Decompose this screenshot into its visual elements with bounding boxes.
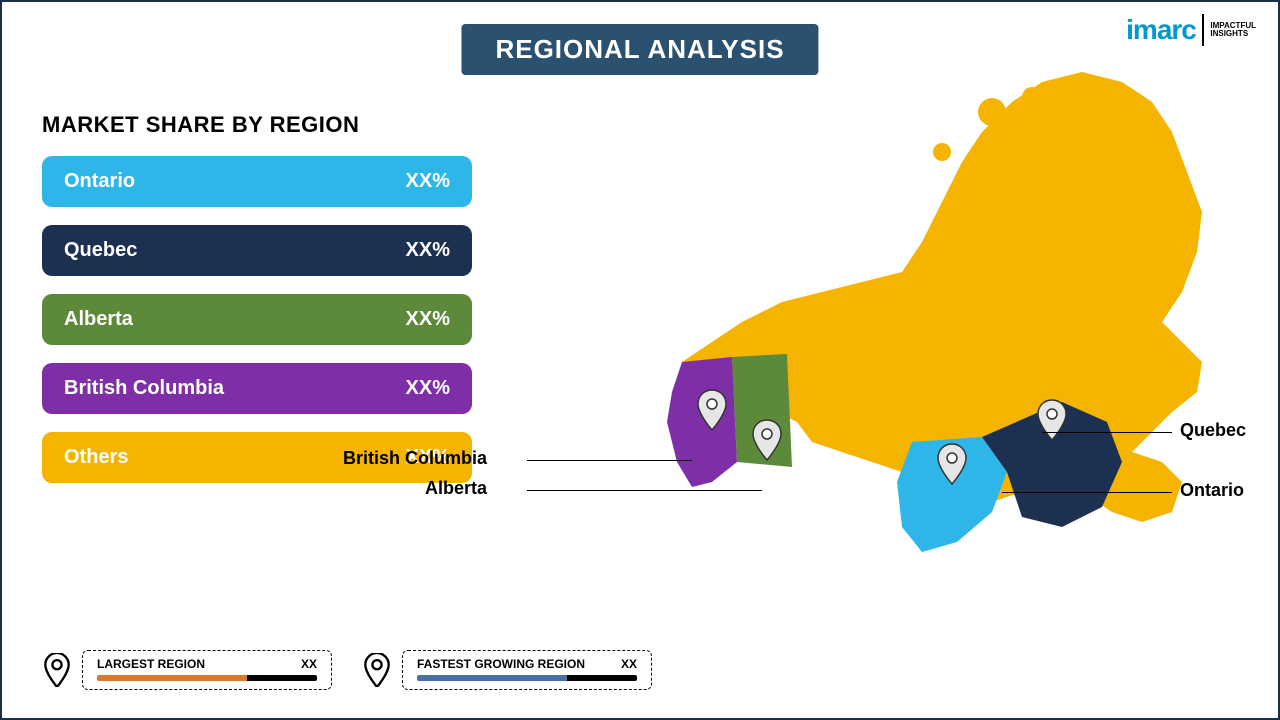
share-bar-ontario: Ontario XX% [42, 156, 472, 207]
share-bar-british-columbia: British Columbia XX% [42, 363, 472, 414]
bar-value: XX% [406, 377, 450, 400]
leader-line [1002, 492, 1172, 493]
panel-title: MARKET SHARE BY REGION [42, 112, 472, 138]
pin-icon [42, 650, 72, 690]
share-bar-alberta: Alberta XX% [42, 294, 472, 345]
map-region-bc [667, 357, 737, 487]
map-label-ab: Alberta [425, 478, 487, 499]
canada-map: British Columbia Alberta Quebec Ontario [562, 42, 1252, 622]
logo-tagline: IMPACTFULINSIGHTS [1210, 22, 1256, 39]
bar-value: XX% [406, 239, 450, 262]
map-label-qc: Quebec [1180, 420, 1246, 441]
bar-value: XX% [406, 308, 450, 331]
map-label-on: Ontario [1180, 480, 1244, 501]
indicator-value: XX [301, 657, 317, 671]
indicator-value: XX [621, 657, 637, 671]
indicator-label: LARGEST REGION [97, 657, 205, 671]
map-label-bc: British Columbia [343, 448, 487, 469]
indicator-label: FASTEST GROWING REGION [417, 657, 585, 671]
pin-icon [362, 650, 392, 690]
bar-label: Others [64, 446, 128, 469]
bar-label: Alberta [64, 308, 133, 331]
bar-label: Quebec [64, 239, 137, 262]
indicator-row: LARGEST REGION XX FASTEST GROWING REGION… [42, 650, 652, 690]
largest-region-indicator: LARGEST REGION XX [42, 650, 332, 690]
indicator-bar [97, 675, 317, 681]
fastest-region-indicator: FASTEST GROWING REGION XX [362, 650, 652, 690]
market-share-panel: MARKET SHARE BY REGION Ontario XX% Quebec X… [42, 112, 472, 501]
share-bar-quebec: Quebec XX% [42, 225, 472, 276]
leader-line [1042, 432, 1172, 433]
bar-label: British Columbia [64, 377, 224, 400]
bar-label: Ontario [64, 170, 135, 193]
bar-value: XX% [406, 170, 450, 193]
leader-line [527, 460, 692, 461]
indicator-bar [417, 675, 637, 681]
leader-line [527, 490, 762, 491]
